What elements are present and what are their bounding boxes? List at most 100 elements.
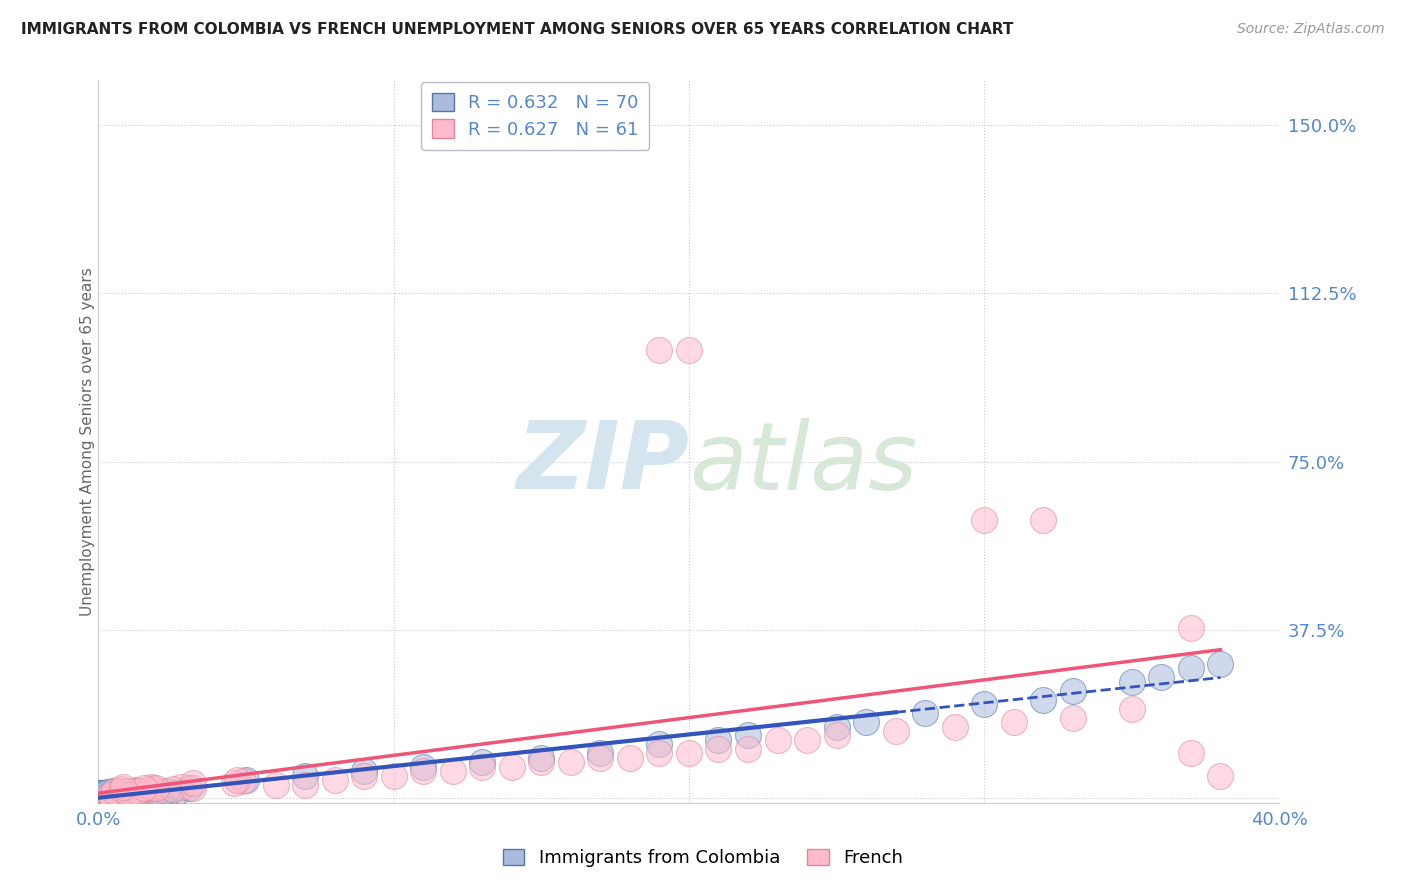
Point xyxy=(353,769,375,783)
Point xyxy=(155,784,177,798)
Text: ZIP: ZIP xyxy=(516,417,689,509)
Point xyxy=(114,784,136,798)
Point xyxy=(149,788,172,802)
Point xyxy=(796,733,818,747)
Point xyxy=(589,747,612,761)
Point xyxy=(90,788,112,802)
Point xyxy=(110,789,132,804)
Point xyxy=(105,787,128,801)
Point xyxy=(90,786,112,800)
Point xyxy=(855,714,877,729)
Point xyxy=(179,780,201,795)
Point xyxy=(648,738,671,752)
Point xyxy=(134,781,156,796)
Point xyxy=(90,786,112,800)
Point xyxy=(139,787,162,801)
Point xyxy=(648,343,671,357)
Point xyxy=(294,769,316,783)
Point xyxy=(105,789,128,804)
Point xyxy=(90,790,112,805)
Point xyxy=(118,788,141,802)
Point xyxy=(110,789,132,803)
Point xyxy=(98,790,121,805)
Point xyxy=(471,760,494,774)
Point xyxy=(1062,710,1084,724)
Point xyxy=(264,778,287,792)
Point xyxy=(589,751,612,765)
Point xyxy=(1180,747,1202,761)
Point xyxy=(1121,674,1143,689)
Point xyxy=(162,781,184,796)
Point xyxy=(156,788,179,802)
Point xyxy=(100,788,122,802)
Point xyxy=(323,773,346,788)
Point xyxy=(382,769,405,783)
Point xyxy=(737,742,759,756)
Point xyxy=(1209,657,1232,671)
Point xyxy=(112,788,135,802)
Point xyxy=(225,772,247,787)
Point xyxy=(125,783,148,797)
Point xyxy=(678,343,700,357)
Point xyxy=(114,784,136,798)
Point xyxy=(294,778,316,792)
Legend: R = 0.632   N = 70, R = 0.627   N = 61: R = 0.632 N = 70, R = 0.627 N = 61 xyxy=(422,82,650,150)
Point xyxy=(825,729,848,743)
Point xyxy=(146,784,169,798)
Point xyxy=(232,774,254,789)
Point xyxy=(222,776,245,790)
Point xyxy=(98,788,121,802)
Point xyxy=(93,787,115,801)
Point xyxy=(101,784,124,798)
Point xyxy=(707,742,730,756)
Point xyxy=(127,784,149,798)
Point xyxy=(110,781,132,796)
Point xyxy=(766,733,789,747)
Point xyxy=(1180,661,1202,675)
Point xyxy=(91,789,114,804)
Point xyxy=(181,776,204,790)
Point xyxy=(678,747,700,761)
Point xyxy=(139,780,162,794)
Point xyxy=(648,747,671,761)
Point xyxy=(235,773,257,788)
Point xyxy=(166,784,188,798)
Point xyxy=(115,789,138,804)
Point xyxy=(101,790,124,805)
Point xyxy=(1062,683,1084,698)
Point xyxy=(105,789,128,804)
Point xyxy=(1032,513,1054,527)
Point xyxy=(122,787,145,801)
Point xyxy=(122,786,145,800)
Point xyxy=(560,756,582,770)
Point xyxy=(90,786,112,800)
Point xyxy=(111,789,134,803)
Text: Source: ZipAtlas.com: Source: ZipAtlas.com xyxy=(1237,22,1385,37)
Point xyxy=(100,789,122,804)
Point xyxy=(181,780,204,795)
Point xyxy=(110,787,132,801)
Point xyxy=(1032,692,1054,706)
Point xyxy=(530,751,553,765)
Point xyxy=(117,787,139,801)
Point xyxy=(1121,701,1143,715)
Point xyxy=(619,751,641,765)
Text: atlas: atlas xyxy=(689,417,917,508)
Point xyxy=(110,783,132,797)
Legend: Immigrants from Colombia, French: Immigrants from Colombia, French xyxy=(495,841,911,874)
Point xyxy=(98,789,121,804)
Point xyxy=(412,760,434,774)
Point xyxy=(90,789,112,804)
Point xyxy=(96,785,118,799)
Point xyxy=(125,786,148,800)
Point xyxy=(124,789,146,803)
Point xyxy=(129,789,152,803)
Point xyxy=(111,789,134,804)
Point xyxy=(441,764,464,779)
Point xyxy=(412,764,434,779)
Point xyxy=(100,789,122,804)
Point xyxy=(103,784,125,798)
Point xyxy=(914,706,936,720)
Point xyxy=(138,782,160,797)
Point xyxy=(707,733,730,747)
